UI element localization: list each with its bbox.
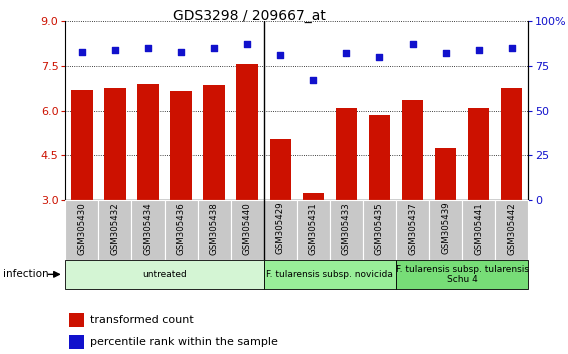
Bar	[71, 90, 93, 200]
Point	[474, 47, 483, 53]
Point	[77, 49, 86, 55]
Text: GDS3298 / 209667_at: GDS3298 / 209667_at	[173, 9, 327, 23]
Text: GSM305433: GSM305433	[342, 202, 351, 255]
Text: GSM305436: GSM305436	[177, 202, 186, 255]
Text: untreated: untreated	[142, 270, 187, 279]
Point	[243, 42, 252, 47]
Bar	[435, 148, 456, 200]
Bar	[330, 200, 363, 260]
Point	[408, 42, 417, 47]
Text: GSM305441: GSM305441	[474, 202, 483, 255]
Bar	[65, 260, 264, 289]
Bar	[231, 200, 264, 260]
Text: infection: infection	[3, 269, 48, 279]
Bar	[165, 200, 198, 260]
Bar	[363, 200, 396, 260]
Text: GSM305432: GSM305432	[110, 202, 119, 255]
Bar	[495, 200, 528, 260]
Bar	[429, 200, 462, 260]
Bar	[69, 335, 84, 349]
Point	[275, 52, 285, 58]
Point	[110, 47, 119, 53]
Bar	[264, 260, 396, 289]
Bar	[264, 200, 297, 260]
Text: GSM305438: GSM305438	[210, 202, 219, 255]
Bar	[336, 108, 357, 200]
Text: GSM305430: GSM305430	[77, 202, 86, 255]
Bar	[396, 200, 429, 260]
Bar	[137, 84, 158, 200]
Bar	[468, 108, 490, 200]
Bar	[501, 88, 523, 200]
Text: percentile rank within the sample: percentile rank within the sample	[90, 337, 277, 347]
Text: GSM305429: GSM305429	[275, 202, 285, 255]
Point	[507, 45, 516, 51]
Bar	[170, 91, 192, 200]
Bar	[402, 100, 423, 200]
Point	[441, 51, 450, 56]
Text: GSM305440: GSM305440	[243, 202, 252, 255]
Point	[375, 54, 384, 60]
Bar	[131, 200, 165, 260]
Text: GSM305435: GSM305435	[375, 202, 384, 255]
Point	[144, 45, 153, 51]
Point	[309, 78, 318, 83]
Text: GSM305442: GSM305442	[507, 202, 516, 255]
Bar	[369, 115, 390, 200]
Text: F. tularensis subsp. tularensis
Schu 4: F. tularensis subsp. tularensis Schu 4	[395, 265, 529, 284]
Bar	[69, 313, 84, 327]
Bar	[236, 64, 258, 200]
Text: GSM305431: GSM305431	[309, 202, 318, 255]
Text: GSM305437: GSM305437	[408, 202, 417, 255]
Text: transformed count: transformed count	[90, 315, 193, 325]
Bar	[65, 200, 98, 260]
Bar	[203, 85, 225, 200]
Bar	[198, 200, 231, 260]
Bar	[462, 200, 495, 260]
Bar	[98, 200, 131, 260]
Text: GSM305434: GSM305434	[144, 202, 152, 255]
Bar	[396, 260, 528, 289]
Bar	[104, 88, 126, 200]
Bar	[269, 139, 291, 200]
Bar	[296, 200, 330, 260]
Point	[210, 45, 219, 51]
Point	[342, 51, 351, 56]
Point	[177, 49, 186, 55]
Bar	[303, 193, 324, 200]
Text: GSM305439: GSM305439	[441, 202, 450, 255]
Text: F. tularensis subsp. novicida: F. tularensis subsp. novicida	[266, 270, 393, 279]
